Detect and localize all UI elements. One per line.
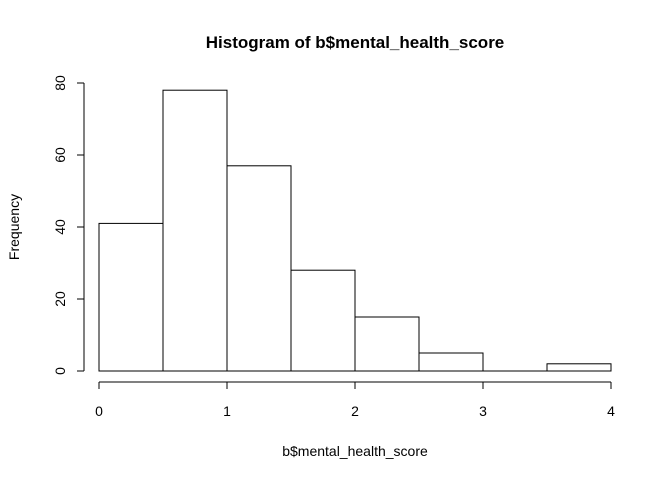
y-axis-label: Frequency bbox=[6, 194, 22, 260]
x-tick-label: 1 bbox=[223, 403, 231, 419]
x-tick-label: 2 bbox=[351, 403, 359, 419]
y-axis: 0 20 40 60 80 bbox=[52, 75, 85, 375]
x-tick-label: 0 bbox=[95, 403, 103, 419]
y-tick-label: 80 bbox=[52, 75, 68, 91]
x-tick-label: 4 bbox=[607, 403, 615, 419]
y-tick-label: 60 bbox=[52, 147, 68, 163]
x-axis: 0 1 2 3 4 bbox=[95, 381, 615, 419]
histogram-bar-2 bbox=[226, 165, 292, 372]
y-tick-label: 0 bbox=[52, 367, 68, 375]
histogram-bar-7 bbox=[546, 363, 612, 372]
histogram-bar-3 bbox=[290, 269, 356, 372]
chart-title: Histogram of b$mental_health_score bbox=[206, 33, 505, 52]
histogram-bar-0 bbox=[98, 222, 164, 372]
y-tick-label: 40 bbox=[52, 219, 68, 235]
histogram-bar-4 bbox=[354, 316, 420, 372]
histogram-bar-1 bbox=[162, 89, 228, 372]
bars-group bbox=[98, 89, 612, 372]
y-tick-label: 20 bbox=[52, 291, 68, 307]
histogram-bar-5 bbox=[418, 352, 484, 372]
x-tick-label: 3 bbox=[479, 403, 487, 419]
x-axis-label: b$mental_health_score bbox=[282, 443, 428, 459]
